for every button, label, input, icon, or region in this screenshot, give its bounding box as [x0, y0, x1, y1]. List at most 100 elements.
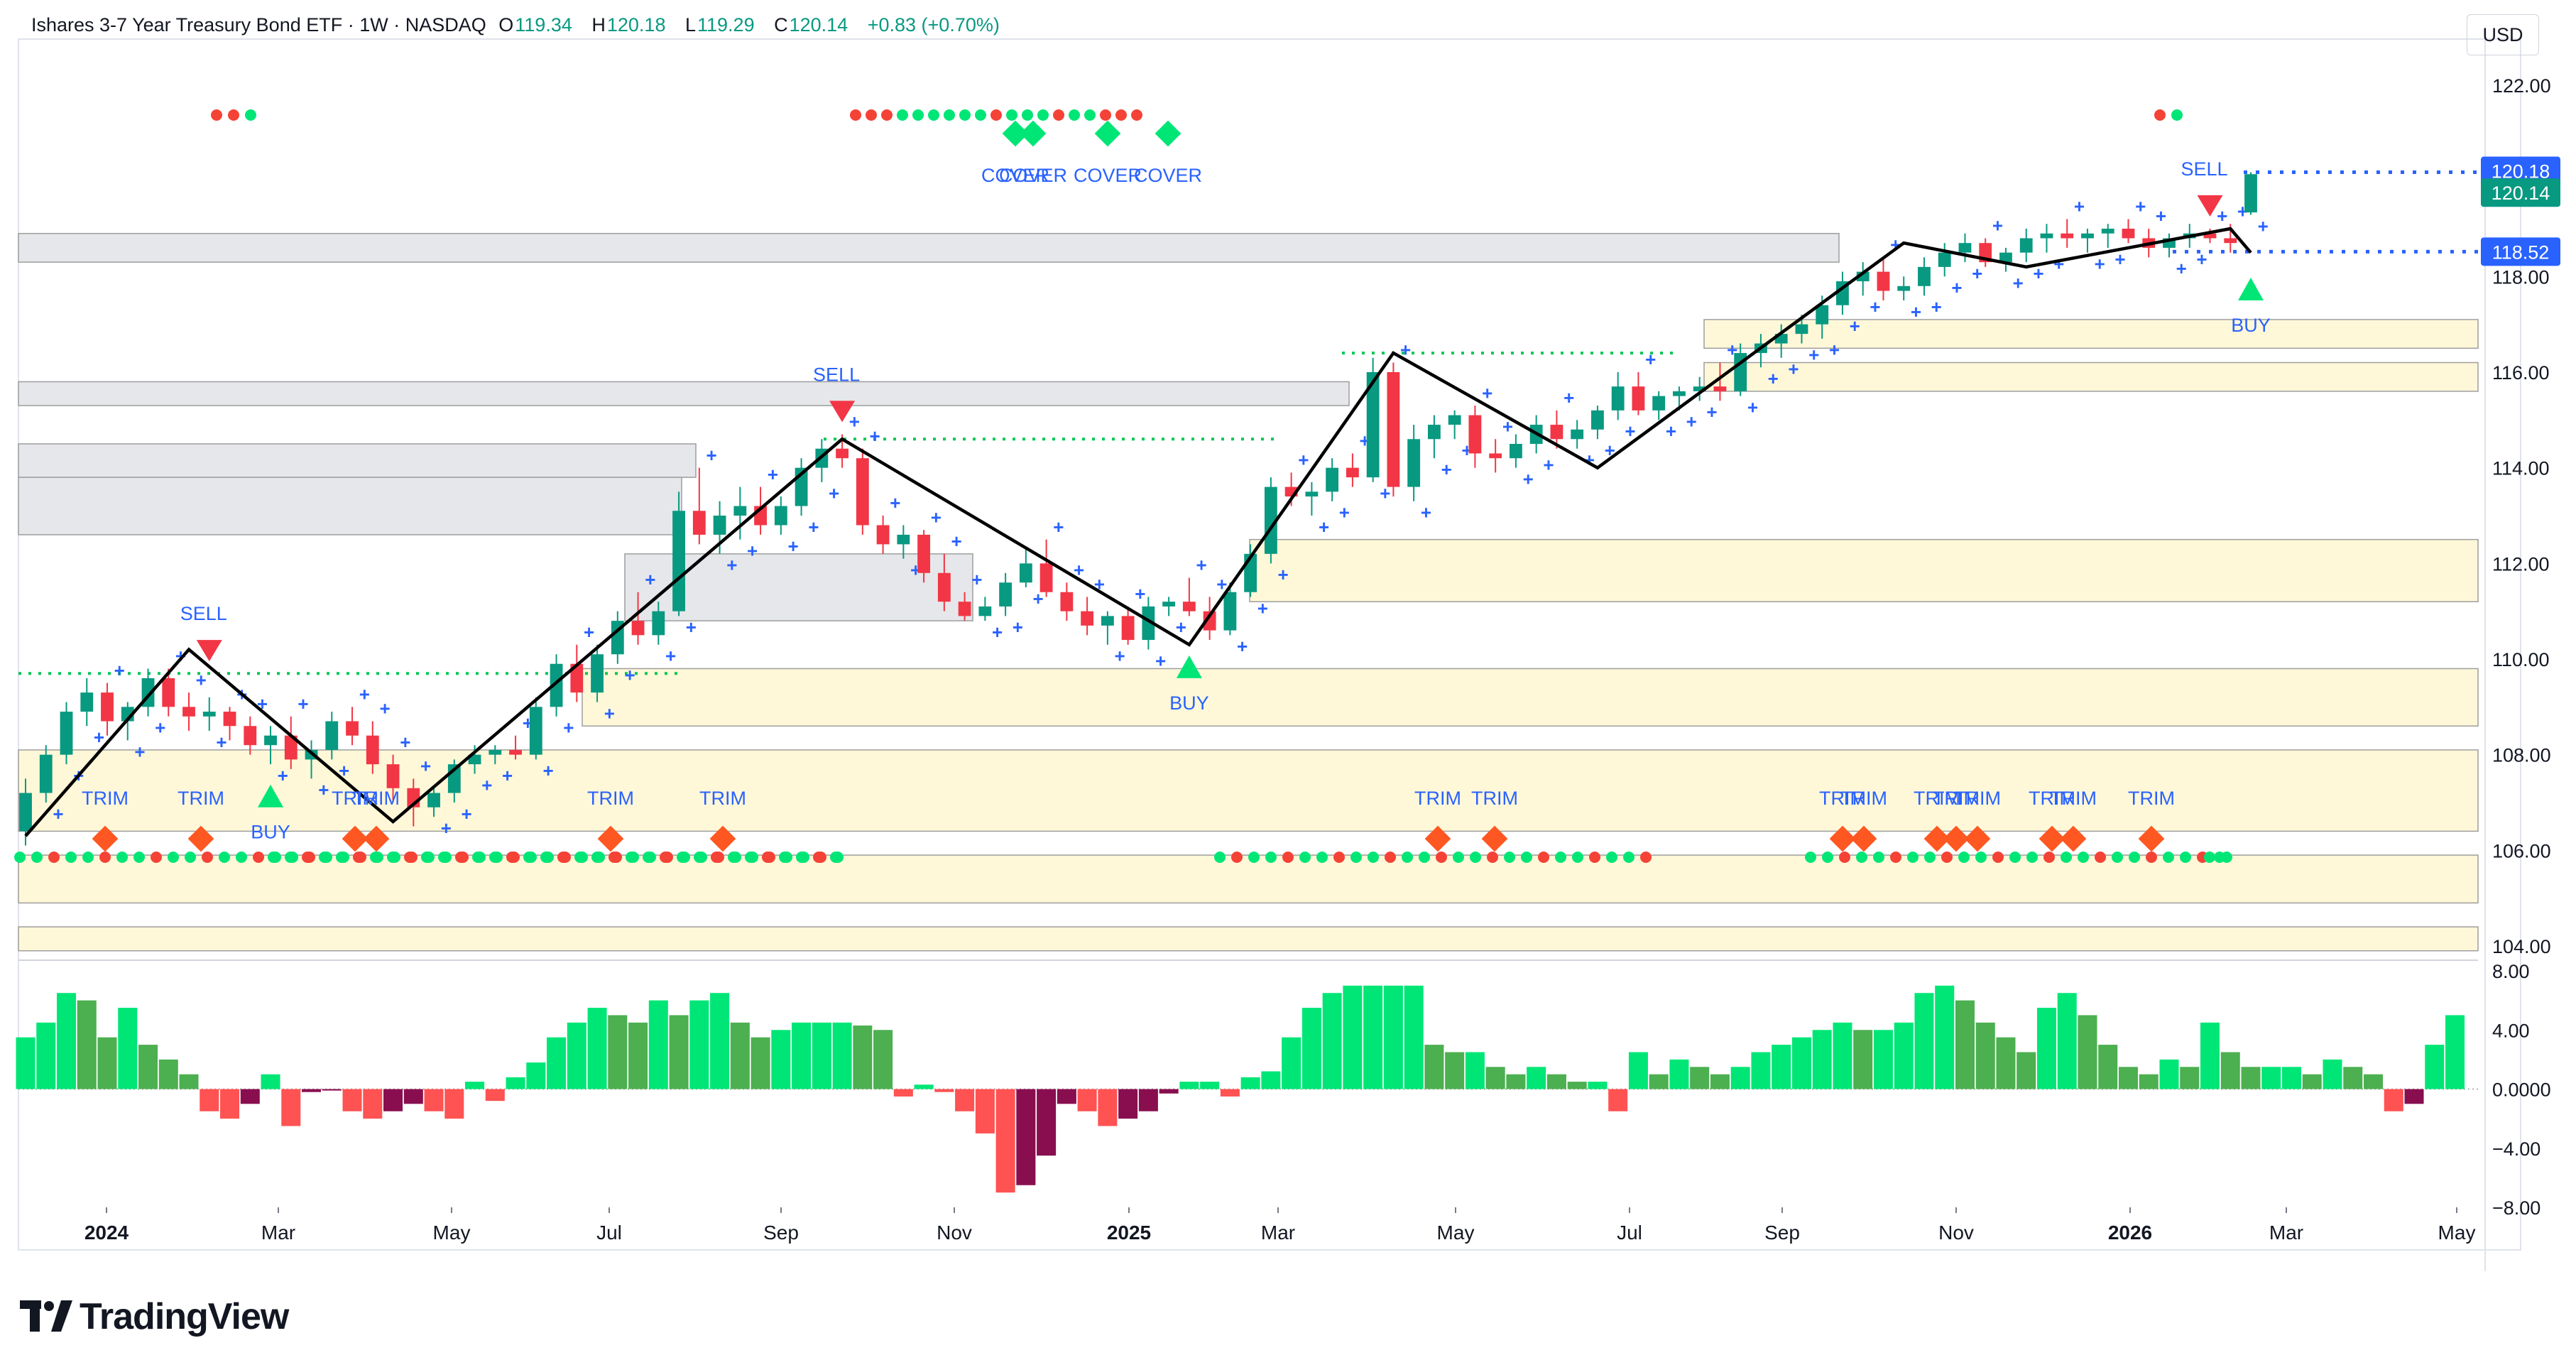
candle-body — [1693, 386, 1706, 391]
signal-dot — [643, 852, 654, 863]
candle-body — [325, 721, 339, 750]
signal-dot — [1504, 852, 1515, 863]
signal-dot — [185, 852, 196, 863]
candle-body — [19, 793, 32, 832]
signal-dot — [253, 852, 264, 863]
histogram-bar — [1812, 1030, 1832, 1089]
signal-dot — [48, 852, 60, 863]
trail-marker: + — [216, 732, 227, 753]
histogram-bar — [1138, 1089, 1158, 1111]
signal-dot — [489, 852, 501, 863]
trail-marker: + — [134, 741, 145, 762]
signal-dot — [1131, 109, 1142, 121]
histogram-bar — [1016, 1089, 1036, 1185]
trail-marker: + — [1747, 397, 1758, 418]
signal-dot — [455, 852, 466, 863]
candle: + — [815, 439, 839, 504]
symbol-header: Ishares 3-7 Year Treasury Bond ETF · 1W … — [31, 14, 1007, 36]
trail-marker: + — [542, 760, 553, 781]
signal-dot — [82, 852, 94, 863]
trail-marker: + — [1278, 564, 1289, 585]
cover-label: COVER — [1074, 165, 1142, 186]
candle: + — [2081, 229, 2105, 275]
signal-dot — [2095, 852, 2106, 863]
trim-label: TRIM — [178, 788, 224, 809]
candle-body — [550, 663, 563, 707]
histogram-bar — [1935, 985, 1955, 1089]
candle-body — [897, 534, 910, 545]
trail-marker: + — [1645, 349, 1656, 370]
histogram-bar — [934, 1089, 954, 1092]
cover-diamond — [1020, 120, 1047, 147]
histogram-bar — [2220, 1052, 2240, 1089]
signal-dot — [236, 852, 247, 863]
candle: + — [1510, 434, 1534, 490]
trail-marker: + — [931, 506, 942, 528]
histogram-bar — [2200, 1022, 2220, 1089]
high-value: 120.18 — [606, 14, 666, 36]
signal-dot — [779, 852, 790, 863]
candle: + — [1652, 391, 1676, 442]
candle: + — [366, 698, 391, 774]
signal-dot — [1822, 852, 1833, 863]
histogram-bar — [2241, 1067, 2261, 1089]
candle-body — [101, 692, 114, 722]
candle: + — [1468, 382, 1492, 468]
symbol-title[interactable]: Ishares 3-7 Year Treasury Bond ETF · 1W … — [31, 14, 486, 36]
histogram-bar — [1690, 1067, 1710, 1089]
signal-dot — [65, 852, 77, 863]
currency-button[interactable]: USD — [2467, 14, 2539, 55]
histogram-bar — [1955, 1000, 1975, 1089]
trim-label: TRIM — [2029, 788, 2075, 809]
tradingview-logo[interactable]: TradingView — [20, 1295, 289, 1338]
signal-dot — [1115, 109, 1127, 121]
histogram-bar — [2159, 1059, 2179, 1089]
signal-dot — [1521, 852, 1532, 863]
signal-dot — [285, 852, 296, 863]
candle: + — [244, 693, 268, 755]
signal-dot — [2078, 852, 2089, 863]
trail-marker: + — [94, 727, 104, 748]
sell-label: SELL — [2181, 158, 2227, 180]
support-zone — [18, 854, 2479, 904]
time-axis-label: Mar — [261, 1222, 295, 1244]
histogram-bar — [1240, 1077, 1260, 1089]
hist-tick-label: −4.00 — [2492, 1138, 2540, 1160]
candle: + — [39, 745, 64, 825]
candle-body — [1427, 425, 1441, 440]
signal-dot — [2154, 109, 2166, 121]
trail-marker: + — [53, 803, 63, 825]
sell-triangle — [829, 401, 856, 423]
signal-dot — [202, 852, 213, 863]
candle-body — [1101, 616, 1114, 626]
candle-body — [1550, 425, 1563, 440]
candle-body — [2224, 238, 2237, 244]
signal-dot — [711, 852, 722, 863]
signal-dot — [1453, 852, 1464, 863]
trail-marker: + — [1237, 636, 1248, 657]
time-axis-label: Sep — [763, 1222, 799, 1244]
candle-body — [2081, 233, 2094, 239]
histogram-bar — [873, 1030, 893, 1089]
histogram-bar — [955, 1089, 975, 1111]
histogram-bar — [118, 1008, 138, 1089]
candle-body — [509, 749, 522, 755]
open-label: O — [498, 14, 514, 36]
signal-dot — [1436, 852, 1447, 863]
trim-diamond — [363, 825, 390, 852]
trail-marker: + — [196, 669, 207, 690]
signal-dot — [2163, 852, 2174, 863]
histogram-bar — [200, 1089, 219, 1111]
price-tick-label: 104.00 — [2492, 936, 2551, 957]
time-axis-label: Sep — [1764, 1222, 1800, 1244]
trim-label: TRIM — [332, 788, 378, 809]
histogram-bar — [2425, 1045, 2445, 1089]
histogram-bar — [1404, 985, 1424, 1089]
trail-marker: + — [1523, 469, 1534, 490]
candle: + — [1264, 477, 1289, 585]
signal-dot — [523, 852, 535, 863]
trail-marker: + — [1115, 646, 1125, 667]
candle: + — [1060, 559, 1084, 621]
